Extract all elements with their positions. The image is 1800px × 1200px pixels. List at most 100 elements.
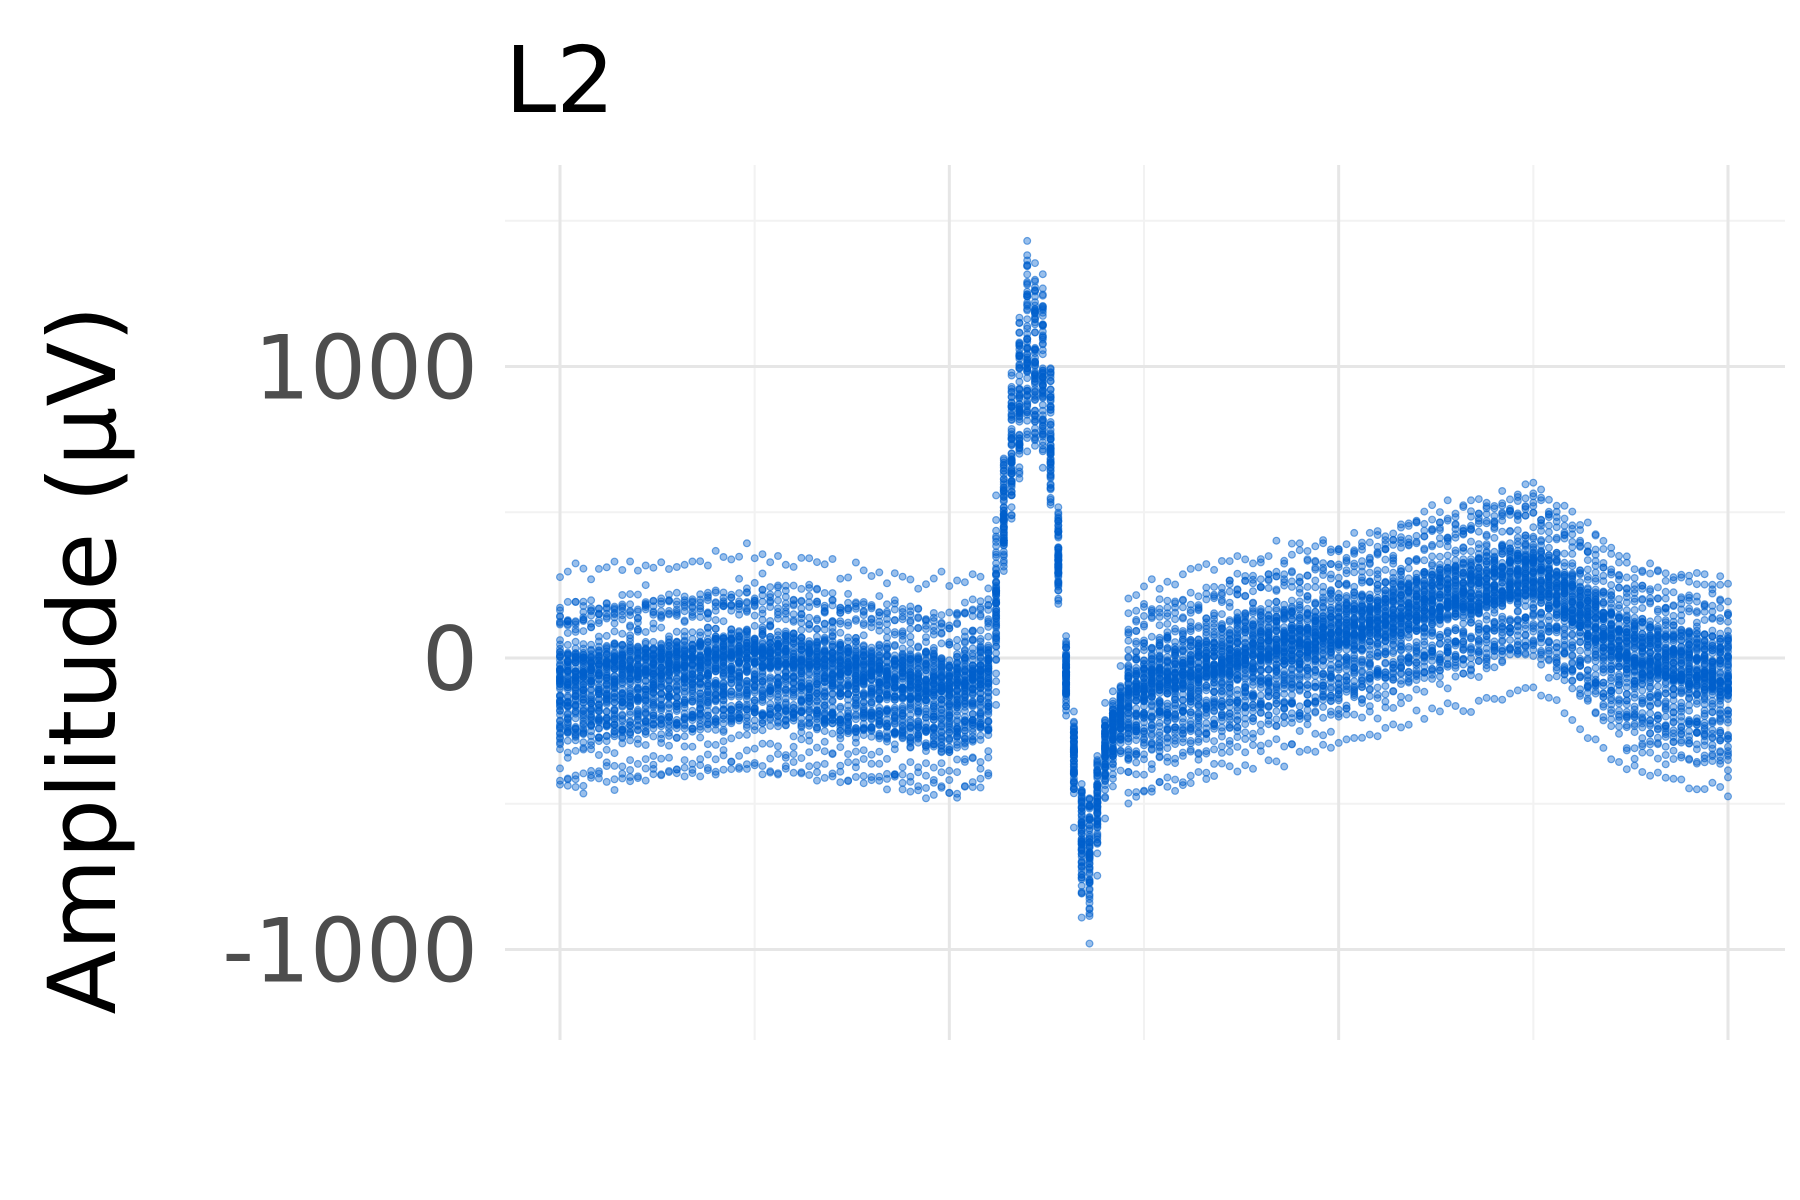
data-point xyxy=(1062,632,1071,641)
data-point xyxy=(1630,744,1639,753)
data-point xyxy=(680,560,689,569)
data-point xyxy=(1451,626,1460,635)
data-point xyxy=(1155,621,1164,630)
data-point xyxy=(1591,545,1600,554)
data-point xyxy=(1178,781,1187,790)
data-point xyxy=(898,763,907,772)
data-point xyxy=(1576,691,1585,700)
data-point xyxy=(836,767,845,776)
data-point xyxy=(898,607,907,616)
data-point xyxy=(1420,507,1429,516)
data-point xyxy=(1381,723,1390,732)
data-point xyxy=(820,588,829,597)
data-point xyxy=(1568,524,1577,533)
data-point xyxy=(789,562,798,571)
data-point xyxy=(1077,913,1086,922)
data-point xyxy=(1607,543,1616,552)
data-point xyxy=(766,583,775,592)
data-point xyxy=(1210,771,1219,780)
data-point xyxy=(1607,755,1616,764)
data-point xyxy=(1116,661,1125,670)
data-point xyxy=(1171,580,1180,589)
data-point xyxy=(1357,733,1366,742)
data-point xyxy=(1537,493,1546,502)
data-point xyxy=(992,669,1001,678)
data-point xyxy=(1155,777,1164,786)
data-point xyxy=(844,589,853,598)
data-point xyxy=(1544,673,1553,682)
data-point xyxy=(1630,728,1639,737)
data-point xyxy=(882,754,891,763)
data-point xyxy=(680,592,689,601)
data-point xyxy=(1420,687,1429,696)
data-point xyxy=(1677,753,1686,762)
data-point xyxy=(890,596,899,605)
data-point xyxy=(1373,714,1382,723)
data-point xyxy=(696,590,705,599)
data-point xyxy=(1233,767,1242,776)
data-point xyxy=(649,751,658,760)
data-point xyxy=(1428,704,1437,713)
data-point xyxy=(1677,570,1686,579)
data-point xyxy=(1529,683,1538,692)
data-point xyxy=(587,596,596,605)
data-point xyxy=(805,762,814,771)
data-point xyxy=(1264,576,1273,585)
data-point xyxy=(680,742,689,751)
data-point xyxy=(1591,735,1600,744)
data-point xyxy=(851,602,860,611)
data-point xyxy=(1194,592,1203,601)
data-point xyxy=(1287,582,1296,591)
data-point xyxy=(1217,742,1226,751)
data-point xyxy=(1420,714,1429,723)
data-point xyxy=(1178,570,1187,579)
data-point xyxy=(610,749,619,758)
data-point xyxy=(1700,751,1709,760)
data-point xyxy=(820,759,829,768)
data-point xyxy=(633,590,642,599)
data-point xyxy=(1638,595,1647,604)
data-point xyxy=(1614,722,1623,731)
data-point xyxy=(1326,545,1335,554)
data-point xyxy=(1163,596,1172,605)
data-point xyxy=(805,583,814,592)
data-point xyxy=(1653,754,1662,763)
data-point xyxy=(1202,560,1211,569)
data-point xyxy=(579,597,588,606)
data-point xyxy=(1342,569,1351,578)
data-point xyxy=(1583,734,1592,743)
data-point xyxy=(1568,543,1577,552)
data-point xyxy=(1692,580,1701,589)
data-point xyxy=(758,726,767,735)
data-point xyxy=(1716,595,1725,604)
data-point xyxy=(968,570,977,579)
data-point xyxy=(953,755,962,764)
data-point xyxy=(1241,748,1250,757)
data-point xyxy=(758,761,767,770)
data-point xyxy=(1591,709,1600,718)
data-point xyxy=(1194,767,1203,776)
data-point xyxy=(1272,536,1281,545)
data-point xyxy=(1700,570,1709,579)
data-point xyxy=(735,589,744,598)
data-point xyxy=(1178,603,1187,612)
data-point xyxy=(1435,518,1444,527)
data-point xyxy=(882,579,891,588)
data-point xyxy=(1607,580,1616,589)
data-point xyxy=(914,782,923,791)
data-point xyxy=(758,597,767,606)
data-point xyxy=(1513,686,1522,695)
data-point xyxy=(1700,580,1709,589)
data-point xyxy=(789,757,798,766)
data-point xyxy=(1163,577,1172,586)
data-point xyxy=(735,731,744,740)
data-point xyxy=(1272,707,1281,716)
data-point xyxy=(921,783,930,792)
data-point xyxy=(1443,684,1452,693)
data-point xyxy=(1591,530,1600,539)
data-point xyxy=(797,769,806,778)
data-point xyxy=(719,552,728,561)
data-point xyxy=(937,759,946,768)
data-point xyxy=(1677,775,1686,784)
data-point xyxy=(680,763,689,772)
